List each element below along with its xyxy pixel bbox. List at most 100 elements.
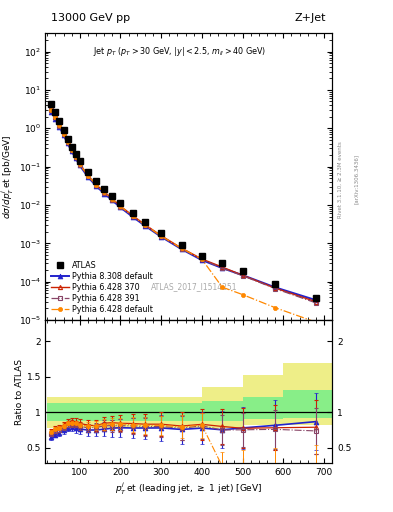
- ATLAS: [61, 127, 66, 133]
- Pythia 6.428 370: [240, 272, 245, 279]
- Pythia 6.428 370: [273, 285, 277, 291]
- Text: Z+Jet: Z+Jet: [295, 13, 326, 23]
- Pythia 6.428 default: [69, 147, 74, 153]
- Pythia 6.428 370: [69, 146, 74, 153]
- Text: Rivet 3.1.10, ≥ 2.3M events: Rivet 3.1.10, ≥ 2.3M events: [338, 141, 343, 218]
- ATLAS: [314, 295, 318, 301]
- Pythia 6.428 391: [179, 246, 184, 252]
- Pythia 6.428 391: [159, 233, 163, 240]
- Pythia 8.308 default: [73, 155, 78, 161]
- Pythia 8.308 default: [118, 204, 123, 210]
- ATLAS: [220, 260, 224, 266]
- Pythia 6.428 default: [61, 131, 66, 137]
- Pythia 6.428 370: [94, 182, 98, 188]
- Pythia 6.428 370: [86, 173, 90, 179]
- ATLAS: [130, 209, 135, 216]
- Pythia 6.428 default: [273, 305, 277, 311]
- Line: Pythia 6.428 391: Pythia 6.428 391: [50, 109, 318, 305]
- ATLAS: [49, 101, 54, 108]
- ATLAS: [110, 193, 115, 199]
- Pythia 6.428 370: [220, 264, 224, 270]
- Text: 13000 GeV pp: 13000 GeV pp: [51, 13, 130, 23]
- Pythia 6.428 370: [53, 114, 58, 120]
- Pythia 6.428 default: [314, 319, 318, 325]
- Pythia 8.308 default: [77, 162, 82, 168]
- ATLAS: [102, 186, 107, 192]
- ATLAS: [65, 136, 70, 142]
- Pythia 6.428 default: [200, 256, 204, 262]
- Pythia 6.428 370: [118, 203, 123, 209]
- Pythia 6.428 default: [220, 284, 224, 290]
- Pythia 8.308 default: [65, 140, 70, 146]
- Pythia 6.428 391: [143, 222, 147, 228]
- Line: ATLAS: ATLAS: [48, 101, 319, 301]
- Text: ATLAS_2017_I1514251: ATLAS_2017_I1514251: [151, 283, 238, 291]
- Y-axis label: Ratio to ATLAS: Ratio to ATLAS: [15, 359, 24, 424]
- ATLAS: [73, 151, 78, 157]
- Pythia 8.308 default: [102, 190, 107, 197]
- Pythia 6.428 391: [73, 154, 78, 160]
- Pythia 8.308 default: [220, 265, 224, 271]
- Pythia 6.428 391: [273, 286, 277, 292]
- Pythia 8.308 default: [240, 272, 245, 278]
- Pythia 8.308 default: [86, 174, 90, 180]
- Pythia 6.428 default: [130, 213, 135, 219]
- Pythia 8.308 default: [57, 123, 62, 130]
- Pythia 6.428 370: [110, 196, 115, 202]
- Pythia 6.428 default: [159, 233, 163, 239]
- Pythia 6.428 default: [53, 114, 58, 120]
- Pythia 8.308 default: [61, 132, 66, 138]
- Pythia 6.428 default: [118, 203, 123, 209]
- Pythia 6.428 370: [102, 189, 107, 195]
- Pythia 6.428 default: [73, 154, 78, 160]
- Pythia 6.428 default: [86, 173, 90, 179]
- Pythia 6.428 default: [77, 161, 82, 167]
- Pythia 6.428 default: [102, 189, 107, 195]
- Pythia 6.428 391: [69, 147, 74, 153]
- Pythia 8.308 default: [49, 109, 54, 115]
- Text: [arXiv:1306.3436]: [arXiv:1306.3436]: [354, 154, 359, 204]
- Pythia 6.428 391: [61, 131, 66, 137]
- ATLAS: [77, 158, 82, 164]
- ATLAS: [94, 178, 98, 184]
- Pythia 6.428 370: [143, 222, 147, 228]
- Pythia 6.428 default: [57, 122, 62, 129]
- Pythia 8.308 default: [159, 233, 163, 240]
- ATLAS: [69, 144, 74, 151]
- Pythia 6.428 default: [143, 222, 147, 228]
- Pythia 6.428 default: [110, 196, 115, 202]
- Pythia 8.308 default: [314, 297, 318, 303]
- Pythia 6.428 391: [102, 189, 107, 196]
- Pythia 6.428 391: [53, 114, 58, 120]
- Pythia 6.428 391: [77, 161, 82, 167]
- Line: Pythia 6.428 default: Pythia 6.428 default: [49, 108, 318, 324]
- Pythia 6.428 default: [49, 106, 54, 113]
- Pythia 8.308 default: [273, 284, 277, 290]
- Line: Pythia 8.308 default: Pythia 8.308 default: [49, 109, 318, 303]
- Y-axis label: $d\sigma/dp_T^j\,\mathrm{et}$ [pb/GeV]: $d\sigma/dp_T^j\,\mathrm{et}$ [pb/GeV]: [0, 134, 16, 219]
- ATLAS: [179, 242, 184, 248]
- Pythia 8.308 default: [94, 183, 98, 189]
- Pythia 6.428 370: [77, 161, 82, 167]
- ATLAS: [273, 281, 277, 287]
- Pythia 8.308 default: [179, 246, 184, 252]
- Pythia 6.428 391: [130, 213, 135, 219]
- Pythia 6.428 391: [65, 139, 70, 145]
- Legend: ATLAS, Pythia 8.308 default, Pythia 6.428 370, Pythia 6.428 391, Pythia 6.428 de: ATLAS, Pythia 8.308 default, Pythia 6.42…: [49, 260, 154, 316]
- Pythia 8.308 default: [143, 223, 147, 229]
- Pythia 6.428 default: [240, 291, 245, 297]
- ATLAS: [200, 253, 204, 259]
- Pythia 6.428 391: [94, 182, 98, 188]
- Pythia 6.428 370: [49, 106, 54, 113]
- ATLAS: [57, 118, 62, 124]
- Pythia 6.428 391: [200, 257, 204, 263]
- Line: Pythia 6.428 370: Pythia 6.428 370: [49, 108, 318, 304]
- Pythia 6.428 391: [220, 265, 224, 271]
- Pythia 6.428 default: [179, 245, 184, 251]
- Pythia 8.308 default: [69, 148, 74, 154]
- Pythia 6.428 370: [130, 212, 135, 219]
- Pythia 6.428 370: [314, 298, 318, 305]
- Pythia 6.428 370: [179, 245, 184, 251]
- Pythia 6.428 391: [49, 107, 54, 113]
- Pythia 6.428 391: [86, 173, 90, 179]
